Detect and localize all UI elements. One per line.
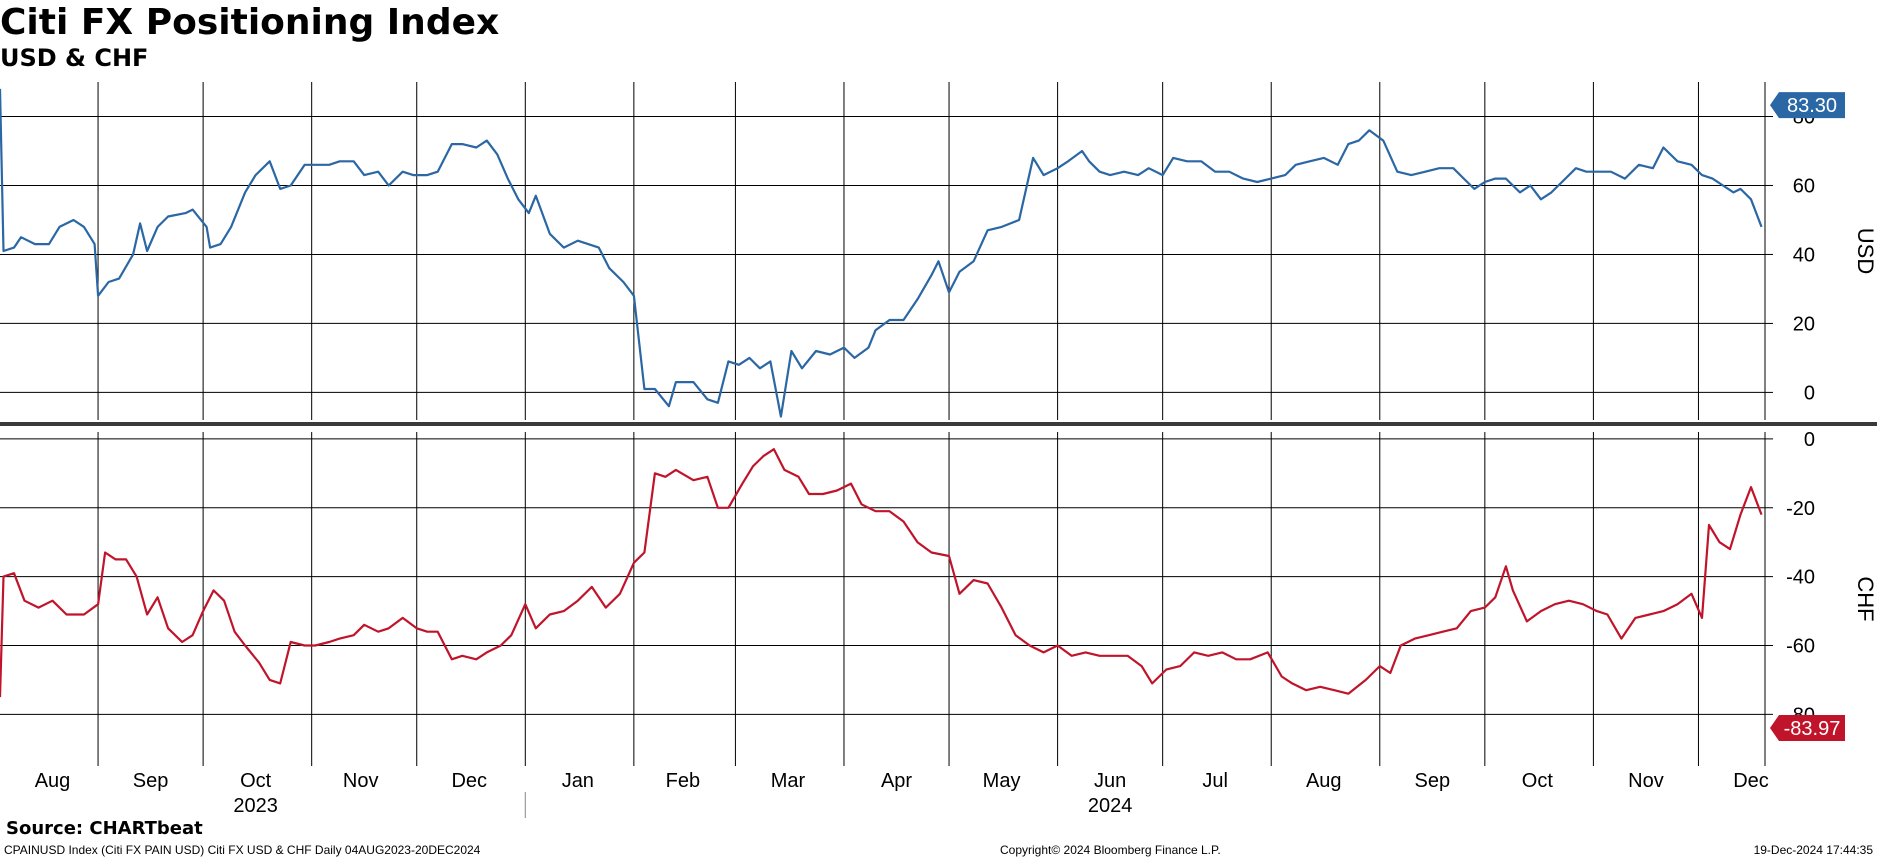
series-line-chf <box>0 448 1763 698</box>
last-value-tag <box>1770 92 1845 119</box>
y-axis-title: USD <box>1853 228 1877 274</box>
y-tick-label: -20 <box>1786 498 1815 520</box>
axes <box>0 82 1877 818</box>
grid-lines <box>0 82 1765 766</box>
chart-subtitle: USD & CHF <box>0 44 149 72</box>
footer-timestamp: 19-Dec-2024 17:44:35 <box>1753 843 1873 857</box>
axis-labels: 020406080USD83.300-20-40-60-80CHF-83.97A… <box>35 92 1877 817</box>
x-month-label: Nov <box>343 770 379 792</box>
x-month-label: Oct <box>1522 770 1554 792</box>
footer-copyright: Copyright© 2024 Bloomberg Finance L.P. <box>1000 843 1221 857</box>
x-month-label: Feb <box>666 770 700 792</box>
y-tick-label: -60 <box>1786 635 1815 657</box>
x-month-label: Jun <box>1094 770 1126 792</box>
x-month-label: Mar <box>771 770 806 792</box>
x-year-label: 2023 <box>233 795 278 817</box>
x-month-label: Sep <box>1415 770 1451 792</box>
x-month-label: Aug <box>1306 770 1342 792</box>
y-tick-label: -40 <box>1786 567 1815 589</box>
last-value-label: 83.30 <box>1787 95 1837 117</box>
last-value-tag <box>1770 715 1845 742</box>
x-year-label: 2024 <box>1088 795 1133 817</box>
x-month-label: Apr <box>881 770 912 792</box>
x-month-label: May <box>983 770 1021 792</box>
y-axis-title: CHF <box>1853 576 1877 621</box>
y-tick-label: 60 <box>1793 175 1815 197</box>
source-note: Source: CHARTbeat <box>6 818 203 839</box>
x-month-label: Aug <box>35 770 71 792</box>
x-month-label: Dec <box>1733 770 1769 792</box>
x-month-label: Sep <box>133 770 169 792</box>
x-month-label: Dec <box>451 770 487 792</box>
y-tick-label: 0 <box>1804 382 1815 404</box>
panel-separator <box>0 422 1877 426</box>
chart-canvas: 020406080USD83.300-20-40-60-80CHF-83.97A… <box>0 82 1877 818</box>
series-line-usd <box>0 88 1763 418</box>
y-tick-label: 40 <box>1793 244 1815 266</box>
footer-series-info: CPAINUSD Index (Citi FX PAIN USD) Citi F… <box>4 843 481 857</box>
x-month-label: Jul <box>1202 770 1228 792</box>
last-value-label: -83.97 <box>1784 718 1841 740</box>
y-tick-label: 20 <box>1793 313 1815 335</box>
x-month-label: Oct <box>240 770 272 792</box>
x-month-label: Jan <box>562 770 594 792</box>
x-month-label: Nov <box>1628 770 1664 792</box>
chart-title: Citi FX Positioning Index <box>0 2 500 43</box>
y-tick-label: 0 <box>1804 429 1815 451</box>
series-lines <box>0 88 1763 698</box>
